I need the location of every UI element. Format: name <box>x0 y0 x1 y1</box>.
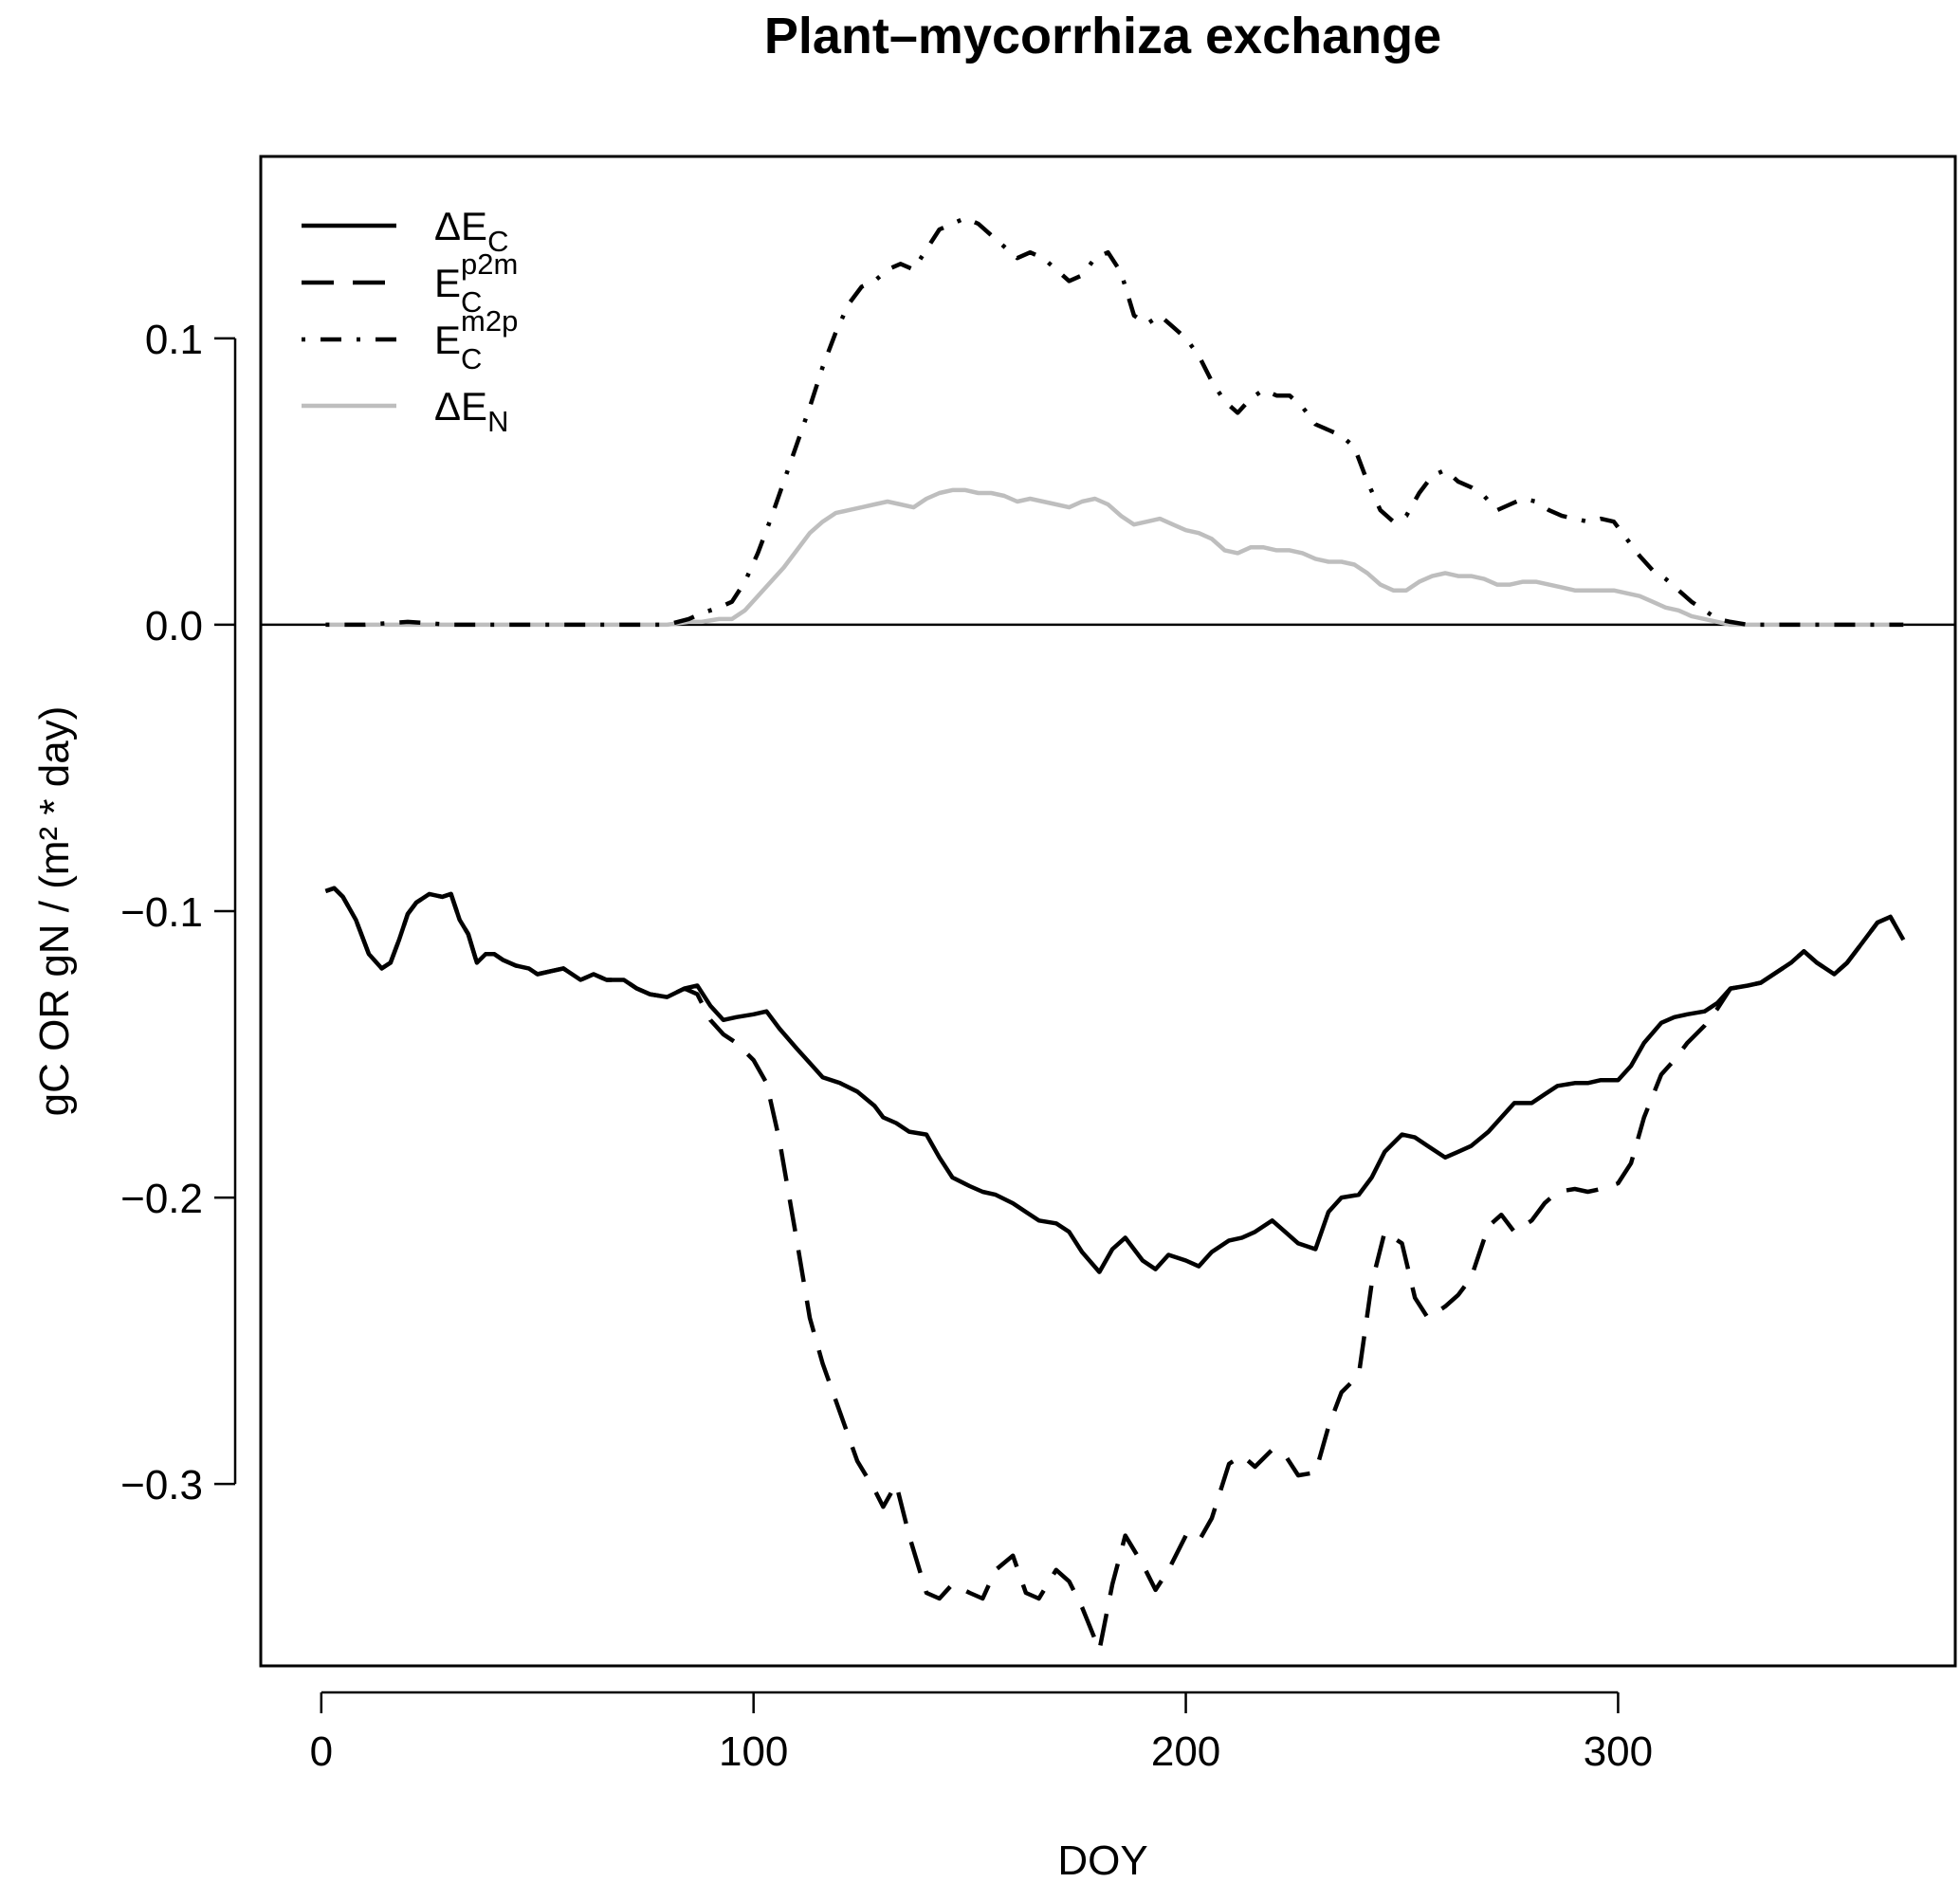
series-line-3 <box>325 215 1904 628</box>
y-axis-label: gC OR gN / (m² * day) <box>31 706 78 1117</box>
x-tick-label: 0 <box>310 1728 333 1775</box>
legend-label-4: ΔEN <box>434 384 508 438</box>
x-tick-label: 300 <box>1584 1728 1653 1775</box>
y-tick-label: −0.3 <box>120 1462 203 1508</box>
y-tick-label: −0.2 <box>120 1176 203 1222</box>
series-line-4 <box>325 487 1904 628</box>
x-axis-label: DOY <box>1057 1837 1147 1884</box>
x-tick-label: 100 <box>719 1728 788 1775</box>
y-tick-label: 0.1 <box>145 317 203 363</box>
plot-frame <box>259 155 1957 1668</box>
axes: 0 100 200 300 −0.3 −0.2 −0.1 0.0 0.1 <box>120 317 1653 1775</box>
chart-title: Plant–mycorrhiza exchange <box>764 8 1441 64</box>
y-tick-label: −0.1 <box>120 889 203 936</box>
legend-label-3: Em2p C <box>434 304 518 375</box>
x-tick-label: 200 <box>1151 1728 1220 1775</box>
series-line-2 <box>324 886 1906 1653</box>
y-tick-label: 0.0 <box>145 603 203 649</box>
plot-area <box>261 215 1955 1653</box>
series-line-1 <box>324 886 1906 1274</box>
